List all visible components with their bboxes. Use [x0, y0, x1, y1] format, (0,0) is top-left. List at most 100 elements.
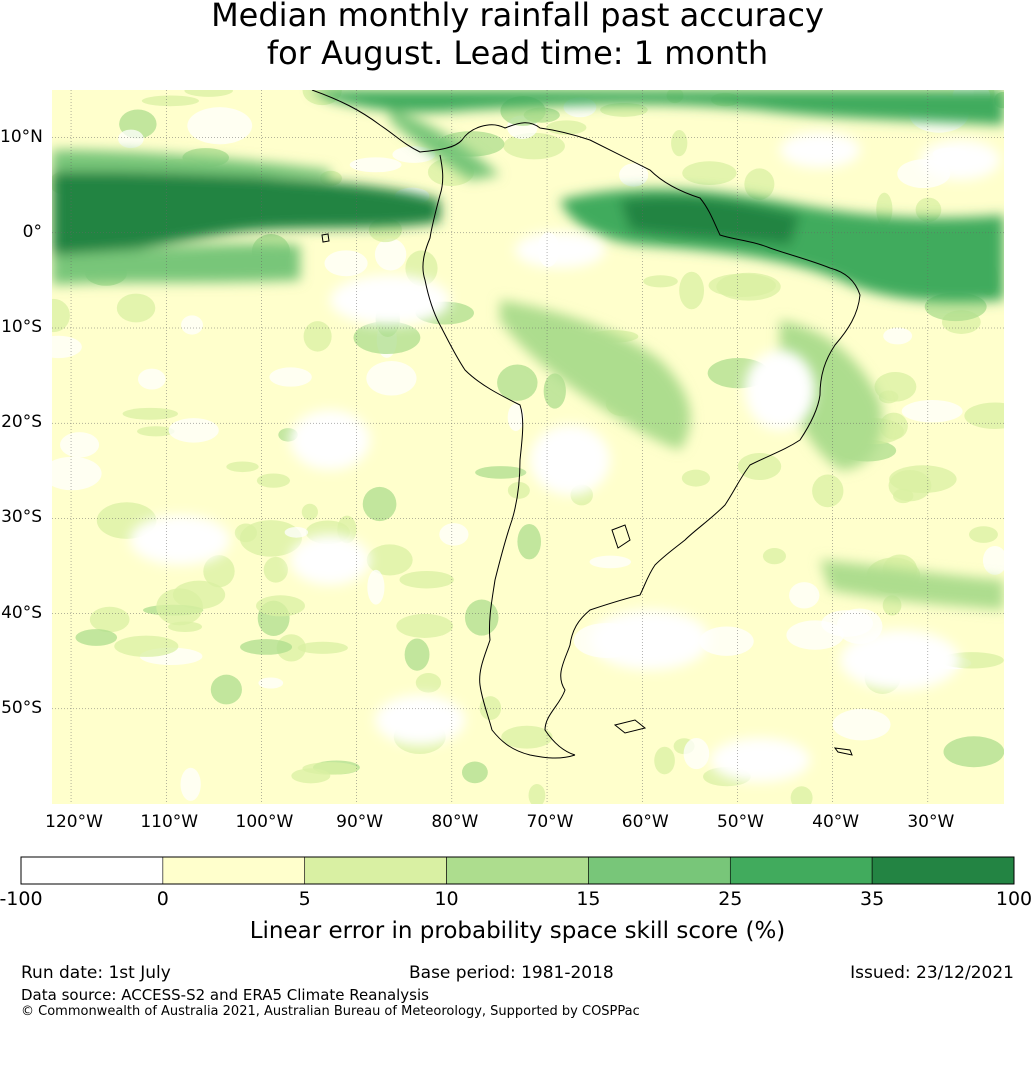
copyright: © Commonwealth of Australia 2021, Austra… — [21, 1004, 640, 1019]
skill-patch — [181, 315, 203, 335]
skill-patch — [901, 400, 963, 423]
lon-tick-label: 120°W — [45, 812, 103, 832]
colorbar-tick-label: 35 — [860, 888, 885, 910]
skill-patch — [619, 163, 649, 187]
skill-patch — [762, 547, 787, 565]
skill-patch — [982, 545, 1004, 575]
skill-patch — [141, 95, 199, 107]
skill-patch — [883, 327, 913, 345]
skill-patch — [392, 146, 436, 163]
skill-patch — [399, 570, 454, 589]
east-brazil-patch — [780, 320, 883, 470]
skill-patch — [682, 161, 737, 185]
colorbar-tick-label: 10 — [434, 888, 459, 910]
skill-patch — [683, 737, 710, 770]
skill-patch — [301, 503, 318, 521]
skill-patch — [461, 761, 488, 784]
lon-tick-label: 60°W — [621, 812, 669, 832]
lagoon-coast — [611, 524, 631, 549]
skill-patch — [256, 595, 305, 617]
skill-patch — [589, 555, 632, 569]
skill-patch — [303, 321, 332, 352]
skill-patch — [234, 523, 258, 543]
galapagos — [321, 233, 330, 243]
skill-patch — [969, 526, 998, 543]
skill-patch — [52, 335, 82, 359]
skill-patch — [737, 452, 782, 481]
map-field — [52, 90, 1004, 804]
equatorial-pacific-band — [52, 166, 440, 260]
lon-tick-label: 40°W — [812, 812, 860, 832]
lon-tick-label: 70°W — [526, 812, 574, 832]
lon-tick-label: 80°W — [431, 812, 479, 832]
skill-patch — [679, 271, 705, 310]
colorbar-segment — [20, 856, 164, 885]
colorbar-segment — [162, 856, 306, 885]
skill-patch — [882, 595, 902, 616]
colorbar-segment — [446, 856, 589, 885]
skill-patch — [878, 390, 899, 404]
title-line-2: for August. Lead time: 1 month — [266, 34, 769, 72]
skill-patch — [184, 90, 233, 97]
skill-patch — [137, 426, 175, 437]
skill-patch — [118, 129, 144, 149]
skill-patch — [964, 402, 1004, 429]
lat-tick-label: 10°S — [1, 317, 42, 337]
skill-patch — [396, 613, 453, 638]
skill-patch — [415, 672, 442, 693]
central-brazil-patch — [500, 300, 691, 450]
lon-tick-label: 100°W — [235, 812, 294, 832]
skill-patch — [324, 250, 368, 277]
skill-patch — [60, 432, 100, 458]
skill-patch — [681, 469, 711, 487]
skill-patch — [789, 582, 820, 609]
colorbar-segment — [729, 856, 873, 885]
skill-patch — [600, 102, 648, 117]
skill-patch — [167, 621, 203, 633]
skill-bands — [52, 90, 1004, 610]
skill-patch — [517, 523, 542, 560]
skill-patch — [699, 626, 754, 656]
lat-tick-label: 30°S — [1, 507, 42, 528]
colorbar-tick-label: 5 — [298, 888, 311, 910]
coastlines — [311, 90, 861, 759]
skill-patch — [543, 373, 566, 409]
skill-patch — [349, 157, 402, 173]
lon-tick-label: 30°W — [907, 812, 955, 832]
south-america-east-coast — [311, 90, 861, 756]
skill-patch — [943, 736, 1004, 768]
skill-patch — [156, 588, 203, 626]
colorbar-segment — [588, 856, 731, 885]
skill-patch — [210, 674, 242, 705]
skill-patch — [269, 367, 312, 387]
skill-patch — [374, 238, 407, 271]
skill-patch — [116, 293, 156, 323]
skill-patch — [168, 418, 219, 443]
lat-tick-label: 50°S — [1, 697, 42, 718]
skill-patch — [258, 677, 284, 689]
skill-patch — [915, 197, 942, 222]
skill-patch — [528, 783, 546, 804]
south-america-west-coast — [422, 154, 576, 759]
colorbar-segment — [871, 856, 1015, 885]
south-atlantic-patch — [820, 560, 1004, 610]
low-skill-areas — [130, 132, 1000, 782]
lat-tick-label: 20°S — [1, 412, 42, 433]
skill-patch — [75, 629, 118, 646]
skill-patch — [671, 130, 688, 157]
colombia-patch — [390, 110, 500, 180]
colorbar-tick-label: -100 — [0, 888, 43, 910]
skill-patch — [52, 298, 70, 333]
skill-patch — [263, 556, 288, 583]
base-period: Base period: 1981-2018 — [409, 963, 614, 983]
skill-patch — [439, 523, 469, 546]
lon-tick-label: 110°W — [140, 812, 199, 832]
south-georgia — [833, 747, 853, 756]
colorbar-tick-label: 25 — [718, 888, 743, 910]
skill-patch — [497, 364, 538, 401]
colorbar-tick-label: 15 — [576, 888, 601, 910]
skill-patch — [226, 461, 259, 473]
pacific-band-north-edge — [52, 150, 330, 180]
skill-patch — [832, 708, 891, 741]
